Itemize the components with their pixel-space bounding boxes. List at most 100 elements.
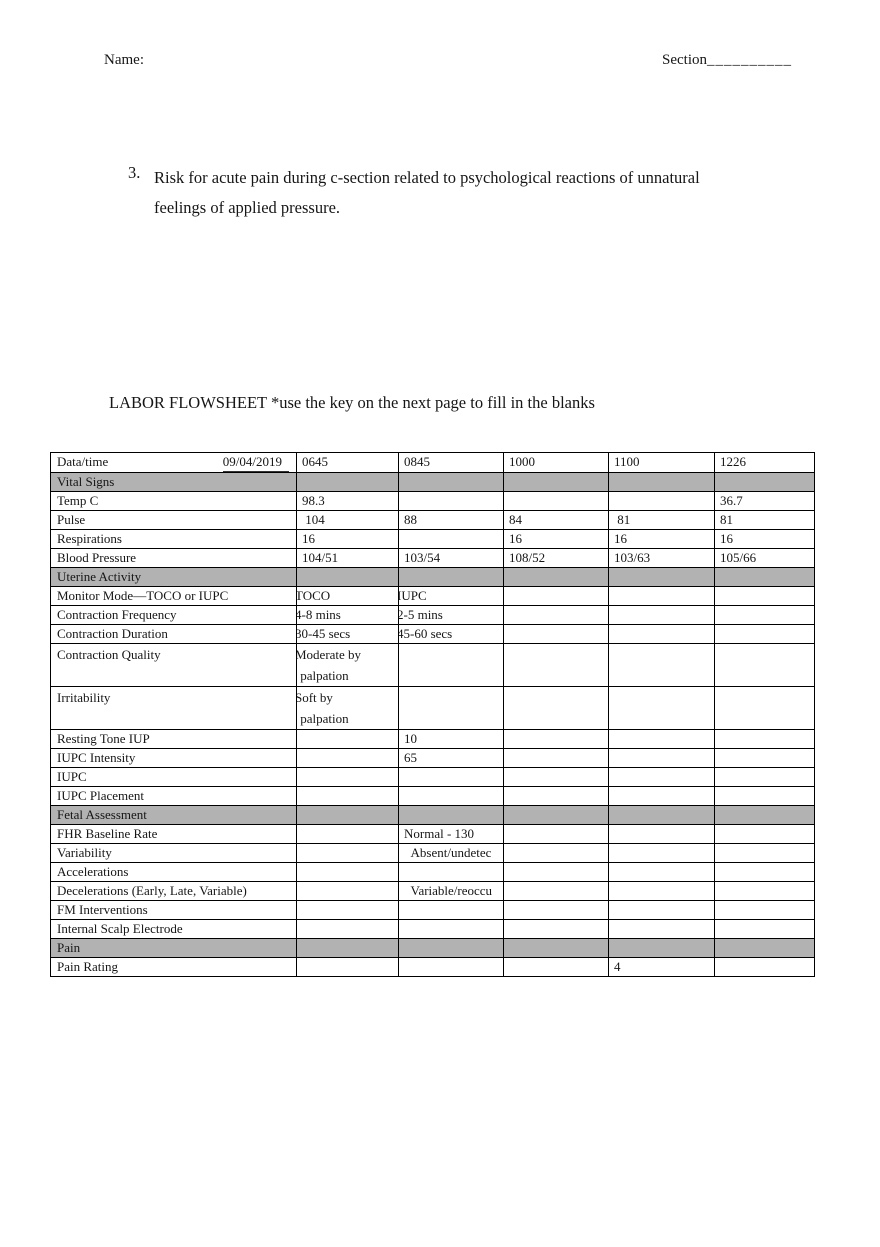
cell-value: 104/51 xyxy=(296,548,399,568)
row-label: IUPC Placement xyxy=(50,786,297,806)
cell-value xyxy=(296,881,399,901)
name-label: Name: xyxy=(104,52,144,68)
cell-value xyxy=(608,881,715,901)
cell-value xyxy=(608,767,715,787)
row-label: Pain xyxy=(50,938,297,958)
cell-value: 108/52 xyxy=(503,548,609,568)
row-label: Irritability xyxy=(50,686,297,730)
cell-value xyxy=(714,643,815,687)
cell-value: 30-45 secs xyxy=(296,624,399,644)
cell-value xyxy=(503,881,609,901)
cell-value: 45-60 secs xyxy=(398,624,504,644)
datetime-label-cell: Data/time 09/04/2019 xyxy=(50,452,297,473)
table-row: IUPC Placement xyxy=(50,786,815,806)
cell-value: 103/63 xyxy=(608,548,715,568)
cell-value xyxy=(398,643,504,687)
cell-value: 105/66 xyxy=(714,548,815,568)
row-label: IUPC xyxy=(50,767,297,787)
cell-value xyxy=(398,900,504,920)
table-row: Contraction Duration 30-45 secs 45-60 secs xyxy=(50,624,815,644)
cell-value: 84 xyxy=(503,510,609,530)
cell-value xyxy=(503,491,609,511)
cell-value xyxy=(296,472,399,492)
cell-value xyxy=(296,900,399,920)
cell-value xyxy=(608,567,715,587)
cell-value xyxy=(398,686,504,730)
table-row: Irritability Soft by palpation xyxy=(50,686,815,730)
table-row: FM Interventions xyxy=(50,900,815,920)
cell-value xyxy=(714,786,815,806)
cell-value xyxy=(503,472,609,492)
cell-value: 104 xyxy=(296,510,399,530)
section-blank-line: __________ xyxy=(707,52,792,68)
cell-value xyxy=(714,957,815,977)
section-row: Vital Signs xyxy=(50,472,815,492)
cell-value xyxy=(296,805,399,825)
cell-value: Absent/undetec xyxy=(398,843,504,863)
cell-value xyxy=(714,824,815,844)
cell-value xyxy=(296,567,399,587)
table-row: Variability Absent/undetec xyxy=(50,843,815,863)
table-row: Pulse 104 88 84 81 81 xyxy=(50,510,815,530)
cell-value xyxy=(296,843,399,863)
cell-value xyxy=(398,805,504,825)
row-label: Uterine Activity xyxy=(50,567,297,587)
row-label: Contraction Frequency xyxy=(50,605,297,625)
row-label: Internal Scalp Electrode xyxy=(50,919,297,939)
cell-value xyxy=(608,748,715,768)
cell-value xyxy=(714,919,815,939)
cell-value xyxy=(714,900,815,920)
section-row: Fetal Assessment xyxy=(50,805,815,825)
cell-value xyxy=(398,938,504,958)
cell-value: 10 xyxy=(398,729,504,749)
datetime-label: Data/time xyxy=(57,454,109,469)
cell-value xyxy=(714,767,815,787)
assignment-item-line2: feelings of applied pressure. xyxy=(154,198,341,217)
table-row: Internal Scalp Electrode xyxy=(50,919,815,939)
cell-value: 16 xyxy=(608,529,715,549)
assignment-item-3: 3. Risk for acute pain during c-section … xyxy=(128,163,743,223)
flowsheet-title: LABOR FLOWSHEET *use the key on the next… xyxy=(109,393,595,412)
row-label: IUPC Intensity xyxy=(50,748,297,768)
table-row: FHR Baseline Rate Normal - 130 xyxy=(50,824,815,844)
cell-value xyxy=(714,843,815,863)
cell-value xyxy=(608,472,715,492)
cell-value: 2-5 mins xyxy=(398,605,504,625)
cell-value xyxy=(398,957,504,977)
table-row: Pain Rating 4 xyxy=(50,957,815,977)
cell-value xyxy=(608,786,715,806)
cell-value: 16 xyxy=(296,529,399,549)
cell-value xyxy=(608,686,715,730)
cell-value xyxy=(296,938,399,958)
cell-value xyxy=(714,605,815,625)
cell-value: Moderate by palpation xyxy=(296,643,399,687)
cell-value xyxy=(296,748,399,768)
section-row: Pain xyxy=(50,938,815,958)
cell-value xyxy=(608,938,715,958)
cell-value: 4-8 mins xyxy=(296,605,399,625)
cell-value xyxy=(503,567,609,587)
cell-value xyxy=(714,472,815,492)
cell-value xyxy=(503,862,609,882)
cell-value xyxy=(608,586,715,606)
cell-value xyxy=(608,605,715,625)
cell-value: 98.3 xyxy=(296,491,399,511)
cell-value xyxy=(608,643,715,687)
cell-value xyxy=(296,729,399,749)
cell-value: TOCO xyxy=(296,586,399,606)
table-row: Contraction Quality Moderate by palpation xyxy=(50,643,815,687)
cell-value xyxy=(503,843,609,863)
cell-value xyxy=(714,686,815,730)
datetime-header-row: Data/time 09/04/2019 0645 0845 1000 1100 … xyxy=(50,452,815,473)
cell-value: Variable/reoccu xyxy=(398,881,504,901)
time-column-header: 0845 xyxy=(398,452,504,473)
cell-value xyxy=(608,919,715,939)
cell-value xyxy=(714,586,815,606)
cell-value xyxy=(296,919,399,939)
cell-value xyxy=(503,586,609,606)
cell-value xyxy=(714,748,815,768)
table-row: Monitor Mode—TOCO or IUPC TOCO IUPC xyxy=(50,586,815,606)
row-label: Fetal Assessment xyxy=(50,805,297,825)
cell-value: 103/54 xyxy=(398,548,504,568)
cell-value xyxy=(296,824,399,844)
